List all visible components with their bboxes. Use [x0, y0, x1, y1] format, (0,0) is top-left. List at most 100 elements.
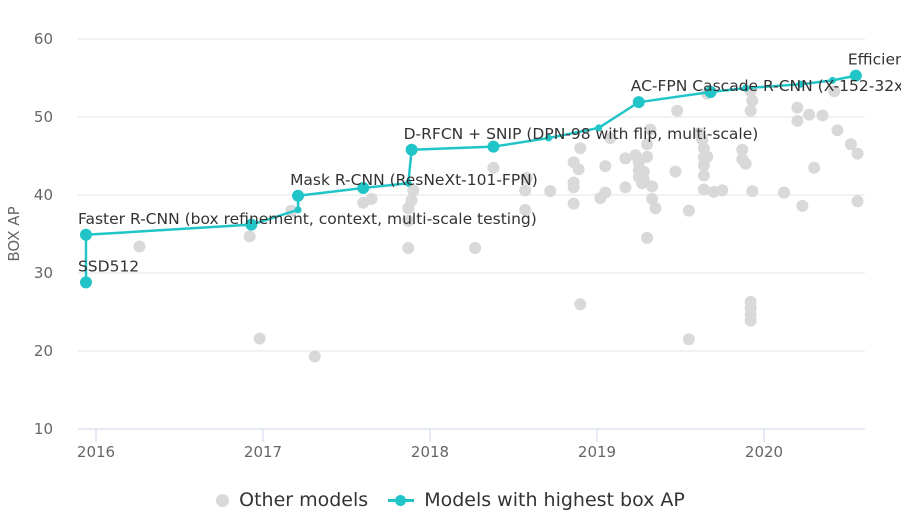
- sota-point: [545, 134, 553, 142]
- other-model-point: [844, 138, 857, 151]
- other-model-point: [365, 192, 378, 205]
- y-axis: 10 20 30 40 50 60: [34, 30, 53, 438]
- sota-point: [797, 80, 805, 88]
- other-model-point: [828, 85, 841, 98]
- y-tick-label: 10: [34, 420, 53, 438]
- other-model-point: [308, 350, 321, 363]
- other-model-point: [637, 173, 650, 186]
- other-model-point: [619, 152, 632, 165]
- sota-point: [357, 181, 370, 194]
- other-model-point: [574, 142, 587, 155]
- other-model-point: [851, 147, 864, 160]
- x-tick-label: 2018: [411, 443, 449, 461]
- legend-item-other-models[interactable]: Other models: [216, 489, 368, 511]
- sota-point: [245, 218, 258, 231]
- other-model-point: [599, 186, 612, 199]
- other-model-point: [644, 123, 657, 136]
- other-model-point: [701, 150, 714, 163]
- other-model-point: [599, 160, 612, 173]
- other-model-point: [851, 195, 864, 208]
- other-model-point: [697, 169, 710, 182]
- other-model-point: [669, 165, 682, 178]
- sota-point: [79, 276, 92, 289]
- other-model-point: [133, 240, 146, 253]
- other-model-point: [544, 185, 557, 198]
- other-model-point: [649, 202, 662, 215]
- other-model-point: [253, 332, 266, 345]
- y-axis-title: BOX AP: [5, 206, 23, 261]
- other-model-point: [402, 214, 415, 227]
- y-tick-label: 50: [34, 108, 53, 126]
- annotation-label: EfficientDet-D7x (single-scale: [848, 51, 901, 69]
- other-model-point: [407, 184, 420, 197]
- other-model-point: [572, 163, 585, 176]
- chart-plot: 2016 2017 2018 2019 2020 10 20 30 40 50 60 BOX AP…: [5, 30, 901, 461]
- other-model-point: [469, 242, 482, 255]
- annotation-label: Faster R-CNN (box refinement, context, m…: [78, 210, 537, 228]
- legend-line-marker-icon: [388, 494, 415, 507]
- other-model-point: [791, 101, 804, 114]
- annotation-label: Mask R-CNN (ResNeXt-101-FPN): [290, 171, 538, 189]
- other-model-point: [816, 109, 829, 122]
- grid-lines: [78, 38, 865, 352]
- other-model-point: [682, 333, 695, 346]
- other-model-point: [619, 181, 632, 194]
- other-model-point: [746, 94, 759, 107]
- x-tick-label: 2017: [244, 443, 282, 461]
- x-tick-label: 2016: [77, 443, 115, 461]
- other-model-point: [574, 298, 587, 311]
- legend: Other models Models with highest box AP: [0, 489, 901, 511]
- other-model-point: [402, 242, 415, 255]
- annotation-label: SSD512: [78, 257, 139, 275]
- sota-point: [292, 189, 305, 202]
- other-model-point: [646, 192, 659, 205]
- other-model-point: [641, 150, 654, 163]
- other-model-point: [646, 180, 659, 193]
- sota-point: [704, 86, 717, 99]
- sota-point: [595, 124, 603, 132]
- other-model-point: [487, 161, 500, 174]
- legend-other-marker-icon: [216, 493, 230, 507]
- other-model-point: [520, 171, 533, 184]
- other-model-point: [519, 203, 532, 216]
- other-model-point: [682, 204, 695, 217]
- legend-label-highest-box-ap: Models with highest box AP: [424, 489, 685, 511]
- sota-point: [294, 206, 302, 214]
- other-model-point: [796, 199, 809, 212]
- x-tick-label: 2019: [578, 443, 616, 461]
- y-tick-label: 20: [34, 342, 53, 360]
- sota-point: [404, 179, 412, 187]
- other-model-point: [744, 104, 757, 117]
- sota-point: [632, 96, 645, 109]
- other-model-point: [604, 132, 617, 145]
- other-model-point: [716, 184, 729, 197]
- other-model-point: [567, 181, 580, 194]
- other-model-point: [736, 143, 749, 156]
- sota-point: [487, 140, 500, 153]
- other-model-point: [641, 138, 654, 151]
- other-model-point: [697, 183, 710, 196]
- y-tick-label: 60: [34, 30, 53, 48]
- legend-label-other-models: Other models: [239, 489, 369, 511]
- sota-point: [849, 69, 862, 82]
- other-models-series: [133, 85, 864, 363]
- sota-series: [79, 69, 862, 289]
- other-model-point: [243, 230, 256, 243]
- sota-point: [79, 228, 92, 241]
- other-model-point: [641, 231, 654, 244]
- sota-point: [742, 84, 750, 92]
- other-model-point: [519, 184, 532, 197]
- sota-point: [828, 76, 836, 84]
- y-tick-label: 40: [34, 186, 53, 204]
- annotation-label: AC-FPN Cascade R-CNN (X-152-32x8d-FPN-IN…: [631, 77, 901, 95]
- legend-item-highest-box-ap[interactable]: Models with highest box AP: [388, 489, 685, 511]
- x-tick-label: 2020: [745, 443, 783, 461]
- sota-point: [405, 143, 418, 156]
- other-model-point: [831, 124, 844, 137]
- other-model-point: [739, 157, 752, 170]
- other-model-point: [746, 185, 759, 198]
- annotations: SSD512 Faster R-CNN (box refinement, cont…: [78, 51, 901, 276]
- other-model-point: [803, 108, 816, 121]
- y-tick-label: 30: [34, 264, 53, 282]
- x-axis: 2016 2017 2018 2019 2020: [77, 428, 865, 461]
